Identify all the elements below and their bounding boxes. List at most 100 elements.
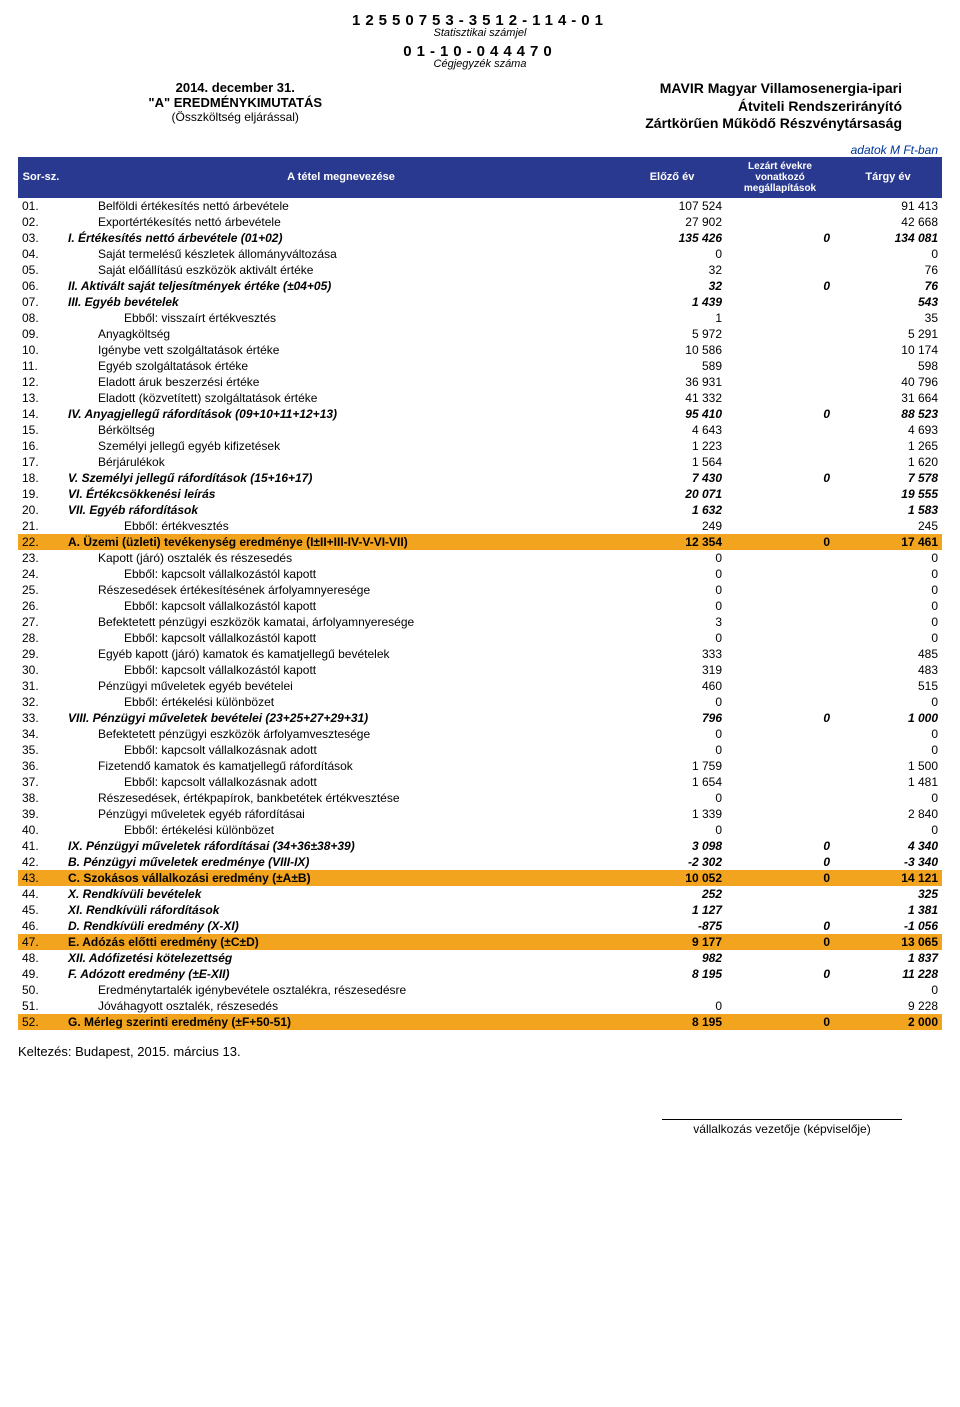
row-curr: 4 693 [834, 422, 942, 438]
row-curr: 0 [834, 630, 942, 646]
row-number: 11. [18, 358, 64, 374]
table-row: 21.Ebből: értékvesztés249245 [18, 518, 942, 534]
row-title: Befektetett pénzügyi eszközök árfolyamve… [64, 726, 618, 742]
row-curr: 76 [834, 278, 942, 294]
row-closed [726, 806, 834, 822]
row-curr: 0 [834, 982, 942, 998]
row-title: Ebből: értékelési különbözet [64, 822, 618, 838]
row-prev: 135 426 [618, 230, 726, 246]
row-number: 12. [18, 374, 64, 390]
row-prev: 319 [618, 662, 726, 678]
row-curr: 14 121 [834, 870, 942, 886]
row-closed [726, 902, 834, 918]
row-number: 18. [18, 470, 64, 486]
row-prev: 3 [618, 614, 726, 630]
row-closed [726, 790, 834, 806]
row-closed: 0 [726, 934, 834, 950]
row-title: G. Mérleg szerinti eredmény (±F+50-51) [64, 1014, 618, 1030]
table-row: 48.XII. Adófizetési kötelezettség9821 83… [18, 950, 942, 966]
row-curr: 598 [834, 358, 942, 374]
row-number: 33. [18, 710, 64, 726]
row-prev: 0 [618, 998, 726, 1014]
row-closed [726, 614, 834, 630]
row-prev: 1 127 [618, 902, 726, 918]
table-row: 01.Belföldi értékesítés nettó árbevétele… [18, 198, 942, 214]
row-prev: 1 439 [618, 294, 726, 310]
row-title: VI. Értékcsökkenési leírás [64, 486, 618, 502]
row-curr: 7 578 [834, 470, 942, 486]
company-name: MAVIR Magyar Villamosenergia-ipari Átvit… [438, 80, 902, 133]
row-prev: 1 632 [618, 502, 726, 518]
table-row: 23.Kapott (járó) osztalék és részesedés0… [18, 550, 942, 566]
row-title: Egyéb szolgáltatások értéke [64, 358, 618, 374]
report-title: 2014. december 31. "A" EREDMÉNYKIMUTATÁS… [58, 80, 412, 124]
row-curr: 1 500 [834, 758, 942, 774]
row-title: Ebből: kapcsolt vállalkozásnak adott [64, 742, 618, 758]
table-row: 15.Bérköltség4 6434 693 [18, 422, 942, 438]
row-title: Exportértékesítés nettó árbevétele [64, 214, 618, 230]
row-prev: -2 302 [618, 854, 726, 870]
row-closed [726, 518, 834, 534]
company-l3: Zártkörűen Működő Részvénytársaság [438, 115, 902, 133]
row-curr: 2 840 [834, 806, 942, 822]
col-name: A tétel megnevezése [64, 157, 618, 198]
row-curr: 4 340 [834, 838, 942, 854]
row-title: E. Adózás előtti eredmény (±C±D) [64, 934, 618, 950]
col-prev: Előző év [618, 157, 726, 198]
row-closed [726, 374, 834, 390]
row-curr: 134 081 [834, 230, 942, 246]
row-title: Pénzügyi műveletek egyéb bevételei [64, 678, 618, 694]
row-prev: 41 332 [618, 390, 726, 406]
table-row: 33.VIII. Pénzügyi műveletek bevételei (2… [18, 710, 942, 726]
row-title: IX. Pénzügyi műveletek ráfordításai (34+… [64, 838, 618, 854]
row-curr: 0 [834, 550, 942, 566]
table-row: 37.Ebből: kapcsolt vállalkozásnak adott1… [18, 774, 942, 790]
table-header-row: Sor-sz. A tétel megnevezése Előző év Lez… [18, 157, 942, 198]
row-prev: 333 [618, 646, 726, 662]
row-number: 35. [18, 742, 64, 758]
row-title: Ebből: kapcsolt vállalkozásnak adott [64, 774, 618, 790]
row-prev: 27 902 [618, 214, 726, 230]
row-title: Ebből: kapcsolt vállalkozástól kapott [64, 630, 618, 646]
row-curr: 19 555 [834, 486, 942, 502]
row-curr: 0 [834, 566, 942, 582]
row-closed [726, 486, 834, 502]
row-number: 50. [18, 982, 64, 998]
row-closed [726, 950, 834, 966]
row-closed [726, 726, 834, 742]
row-prev: 32 [618, 262, 726, 278]
row-curr: 0 [834, 726, 942, 742]
row-number: 32. [18, 694, 64, 710]
row-curr: 0 [834, 614, 942, 630]
row-closed [726, 550, 834, 566]
row-closed: 0 [726, 406, 834, 422]
row-closed [726, 998, 834, 1014]
row-prev: 0 [618, 694, 726, 710]
row-number: 45. [18, 902, 64, 918]
row-title: C. Szokásos vállalkozási eredmény (±A±B) [64, 870, 618, 886]
row-number: 40. [18, 822, 64, 838]
row-number: 24. [18, 566, 64, 582]
row-curr: 1 381 [834, 902, 942, 918]
row-closed [726, 694, 834, 710]
table-row: 13.Eladott (közvetített) szolgáltatások … [18, 390, 942, 406]
row-closed [726, 566, 834, 582]
row-number: 25. [18, 582, 64, 598]
row-number: 14. [18, 406, 64, 422]
row-number: 29. [18, 646, 64, 662]
row-closed [726, 198, 834, 214]
row-curr: 325 [834, 886, 942, 902]
row-number: 17. [18, 454, 64, 470]
table-row: 46.D. Rendkívüli eredmény (X-XI)-8750-1 … [18, 918, 942, 934]
row-number: 37. [18, 774, 64, 790]
table-row: 12.Eladott áruk beszerzési értéke36 9314… [18, 374, 942, 390]
row-number: 07. [18, 294, 64, 310]
row-number: 27. [18, 614, 64, 630]
row-prev: 1 759 [618, 758, 726, 774]
row-prev: 10 052 [618, 870, 726, 886]
row-title: Ebből: értékelési különbözet [64, 694, 618, 710]
row-curr: 11 228 [834, 966, 942, 982]
row-number: 13. [18, 390, 64, 406]
row-curr: 9 228 [834, 998, 942, 1014]
row-closed [726, 390, 834, 406]
